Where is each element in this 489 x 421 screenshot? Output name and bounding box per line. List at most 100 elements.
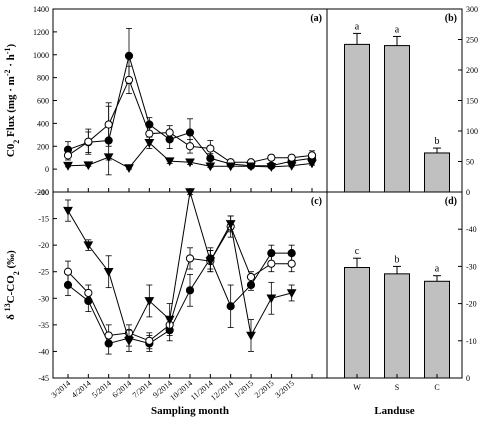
panel-c-series-3-point — [63, 206, 73, 216]
y-axis-label-delta13c: δ 13C-CO2 (‰) — [3, 250, 21, 320]
panel-d-ytick-label: 0 — [466, 374, 470, 383]
panel-b-ytick-label: 150 — [466, 97, 478, 106]
panel-d-bar-C — [424, 280, 450, 379]
panel-d-ytick-label: -30 — [466, 262, 477, 271]
panel-a-series-3-point — [205, 162, 216, 172]
panel-b-sig-letter: a — [395, 24, 400, 35]
panel-a-series-3-point — [246, 162, 256, 172]
panel-c-series-3-point — [103, 267, 114, 277]
panel-c-xtick-label: 2/2015 — [253, 379, 276, 400]
panel-d-xtick-label: S — [395, 383, 399, 392]
panel-a-series-2-point — [104, 120, 113, 129]
panel-c-series-2-point — [246, 272, 256, 282]
panel-a-series-3-point — [124, 164, 134, 174]
panel-c-ytick-label: -40 — [38, 347, 49, 356]
panel-d-label: (d) — [445, 196, 457, 207]
panel-b-bar-S — [384, 45, 410, 193]
panel-a-ytick-label: 200 — [37, 142, 49, 151]
y-axis-label-co2-flux-part: · h — [5, 54, 17, 69]
panel-c-xtick-label: 3/2015 — [273, 379, 296, 400]
panel-a-series-3-point — [307, 159, 317, 169]
panel-a-ytick-label: 400 — [37, 119, 49, 128]
panel-c-series-3-line — [67, 191, 292, 343]
panel-c-ytick-label: -35 — [38, 321, 49, 330]
panel-c-series-3-point — [124, 337, 134, 346]
panel-a-series-2-point — [287, 153, 296, 162]
panel-c-label: (c) — [311, 196, 322, 207]
panel-c-series-3-point — [205, 257, 216, 267]
panel-c-series-1-point — [226, 302, 235, 311]
y-axis-label-delta13c-part: 2 — [12, 271, 21, 275]
panel-a-ytick-label: 0 — [45, 165, 49, 174]
panel-a-ytick-label: 1000 — [33, 51, 49, 60]
panel-d-sig-letter: c — [355, 246, 360, 257]
panel-b-ytick-label: 300 — [466, 5, 478, 14]
panel-a-series-3-point — [144, 139, 155, 148]
y-axis-label-co2-flux-part: -2 — [3, 69, 12, 76]
panel-d-ytick-label: -40 — [466, 225, 477, 234]
panel-c-series-2-point — [287, 259, 296, 268]
y-axis-label-co2-flux: C02 Flux (mg · m-2 · h-1) — [3, 44, 21, 158]
panel-a-series-2-point — [307, 151, 317, 160]
panel-a-ytick-label: 800 — [37, 74, 49, 83]
panel-a-series-3-point — [103, 153, 114, 163]
panel-c-series-2-point — [267, 259, 276, 268]
panel-b-ytick-label: 250 — [466, 36, 478, 45]
y-axis-label-delta13c-part: C-CO — [5, 275, 17, 304]
y-axis-label-co2-flux-part: Flux (mg · m — [5, 76, 17, 140]
panel-c-xtick-label: 4/2014 — [70, 379, 93, 400]
panel-a-label: (a) — [310, 13, 322, 24]
panel-a-ytick-label: 600 — [37, 97, 49, 106]
panel-b-sig-letter: a — [355, 21, 360, 32]
y-axis-label-delta13c-part: δ — [5, 311, 17, 319]
y-axis-label-co2-flux-part: -1 — [3, 48, 12, 55]
panel-a-series-3-point — [266, 163, 277, 172]
panel-c-xtick-label: 6/2014 — [110, 379, 133, 400]
panel-c-series-1-line — [67, 252, 292, 345]
panel-a-series-3-point — [63, 161, 73, 171]
panel-b-ytick-label: 50 — [466, 158, 474, 167]
panel-c-ytick-label: -25 — [38, 268, 49, 277]
panel-d-sig-letter: b — [395, 254, 400, 265]
panel-c-xtick-label: 12/2014 — [209, 379, 235, 403]
panel-d-ytick-label: -20 — [466, 300, 477, 309]
panel-d-ytick-label: -10 — [466, 337, 477, 346]
panel-a-series-3-point — [164, 157, 175, 167]
panel-b-bar-C — [424, 152, 450, 193]
y-axis-label-co2-flux-part: C0 — [5, 143, 17, 157]
panel-a-series-2-point — [124, 75, 134, 85]
panel-c-ytick-label: -10 — [38, 188, 49, 197]
panel-c-series-2-point — [84, 288, 93, 298]
panel-c-xtick-label: 3/2014 — [49, 379, 72, 400]
panel-a-ytick-label: 1200 — [33, 28, 49, 37]
panel-c-series-3-point — [225, 220, 236, 229]
panel-a-series-3-point — [286, 161, 297, 171]
panel-d-xtick-label: C — [434, 383, 439, 392]
panel-c-series-2-point — [104, 331, 113, 340]
panel-d-sig-letter: a — [435, 264, 440, 275]
panel-b-sig-letter: b — [435, 136, 440, 147]
panel-b-label: (b) — [445, 13, 457, 24]
panel-d-bar-S — [384, 273, 410, 379]
panel-b-ytick-label: 200 — [466, 66, 478, 75]
panel-a-series-1-point — [185, 128, 195, 137]
panel-c-series-3-point — [266, 294, 277, 304]
panel-c-series-1-point — [185, 286, 195, 295]
panel-c-ytick-label: -15 — [38, 215, 49, 224]
panel-c-series-3-point — [286, 289, 297, 298]
panel-c-series-3-point — [164, 315, 175, 325]
panel-c-series-2-line — [67, 225, 292, 342]
panel-c-ytick-label: -45 — [38, 374, 49, 383]
panel-a-series-2-point — [185, 142, 195, 151]
panel-a-series-2-point — [206, 144, 215, 153]
y-axis-label-delta13c-part: 13 — [3, 303, 12, 311]
panel-d-xtick-label: W — [353, 383, 361, 392]
panel-c-series-3-point — [83, 241, 94, 251]
x-axis-label-landuse: Landuse — [374, 405, 414, 417]
panel-c-xtick-label: 1/2015 — [232, 379, 255, 400]
panel-a-series-3-point — [83, 161, 94, 171]
panel-a-series-2-point — [267, 153, 276, 162]
panel-c-xtick-label: 5/2014 — [90, 379, 113, 400]
panel-a-ytick-label: 1400 — [33, 5, 49, 14]
